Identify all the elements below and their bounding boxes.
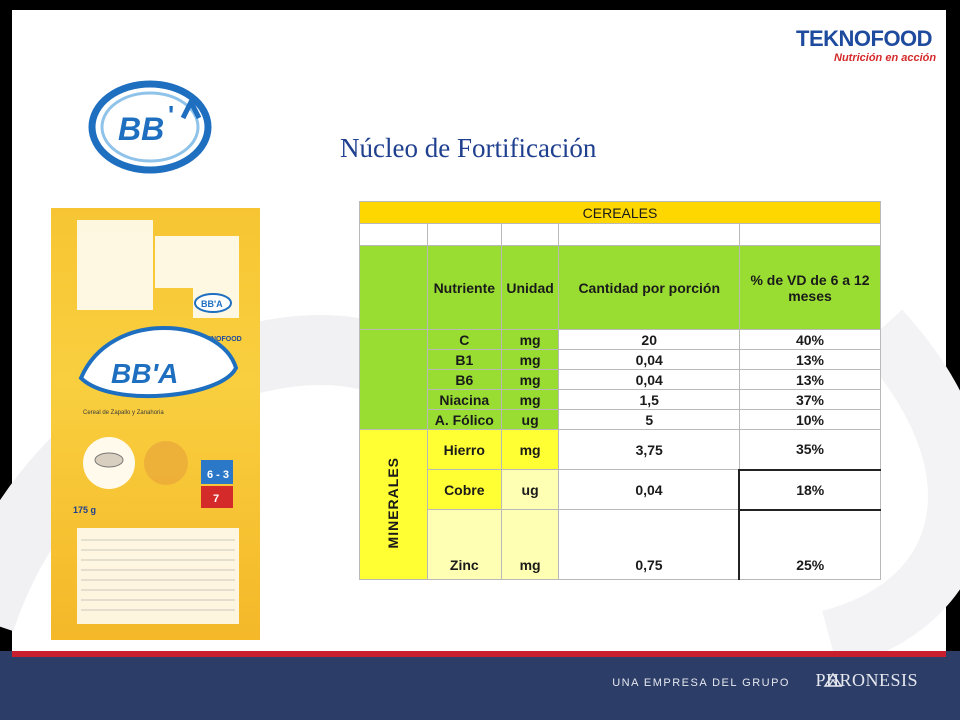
nutrient-unit: ug (500, 409, 560, 430)
nutrient-name: Cobre (426, 469, 502, 510)
table-section-title: CEREALES (359, 201, 881, 224)
teknofood-logo: TEKNOFOOD (796, 26, 933, 51)
nutrient-amount: 0,04 (558, 469, 740, 510)
nutrient-name: Zinc (426, 509, 502, 580)
nutrient-vd: 35% (738, 429, 882, 471)
fortification-table: CEREALES Nutriente Unidad Cantidad por p… (359, 201, 882, 580)
nutrient-unit: mg (500, 389, 560, 410)
nutrient-unit: mg (500, 509, 560, 580)
nutrient-amount: 20 (558, 329, 740, 350)
package-brand: BB'A (111, 358, 178, 389)
nutrient-vd: 10% (738, 409, 882, 430)
nutrient-vd: 40% (738, 329, 882, 350)
header-cantidad: Cantidad por porción (558, 245, 740, 330)
slide-title: Núcleo de Fortificación (340, 133, 597, 163)
nutrient-unit: mg (500, 349, 560, 370)
nutrient-name: C (426, 329, 502, 350)
nutrient-unit: mg (500, 429, 560, 470)
package-flavor: Cereal de Zapallo y Zanahoria (83, 410, 164, 416)
footer-group-text: UNA EMPRESA DEL GRUPO (612, 677, 790, 689)
nutrient-vd: 13% (738, 349, 882, 370)
nutrient-name: Hierro (426, 429, 502, 470)
nutrient-unit: ug (500, 469, 560, 510)
nutrient-amount: 1,5 (558, 389, 740, 410)
vitamins-group-cell (359, 329, 428, 430)
phronesis-logo: PHRONESIS (815, 670, 918, 690)
nutrient-amount: 3,75 (558, 429, 740, 470)
nutrient-amount: 5 (558, 409, 740, 430)
nutrient-vd: 18% (738, 469, 882, 511)
header-nutriente: Nutriente (426, 245, 502, 330)
phronesis-icon (823, 672, 843, 687)
nutrient-name: Niacina (426, 389, 502, 410)
nutrient-name: B6 (426, 369, 502, 390)
bba-brand-logo: BB ' (88, 80, 212, 174)
teknofood-tagline: Nutrición en acción (834, 52, 937, 64)
header-vd: % de VD de 6 a 12 meses (738, 245, 882, 330)
nutrient-amount: 0,04 (558, 349, 740, 370)
package-teknofood-logo: TEKNOFOOD (197, 336, 242, 343)
nutrient-unit: mg (500, 329, 560, 350)
nutrient-vd: 13% (738, 369, 882, 390)
product-package-image: BB'A TEKNOFOOD BB'A Cereal de Zapallo y … (51, 208, 260, 640)
nutrient-vd: 25% (738, 509, 882, 580)
nutrient-name: B1 (426, 349, 502, 370)
nutrient-amount: 0,04 (558, 369, 740, 390)
svg-text:BB: BB (118, 111, 164, 147)
footer-accent-line (12, 651, 946, 657)
svg-text:': ' (168, 100, 174, 130)
header-unidad: Unidad (500, 245, 560, 330)
nutrient-amount: 0,75 (558, 509, 740, 580)
header-blank (359, 245, 428, 330)
package-age: 6 - 3 (207, 469, 229, 481)
minerals-label: MINERALES (385, 457, 402, 549)
package-weight: 175 g (73, 505, 96, 515)
nutrient-unit: mg (500, 369, 560, 390)
package-portions: 7 (213, 493, 219, 505)
nutrient-vd: 37% (738, 389, 882, 410)
minerals-group-cell: MINERALES (359, 429, 428, 580)
nutrient-name: A. Fólico (426, 409, 502, 430)
package-small-brand: BB'A (201, 299, 223, 309)
frame-top (0, 0, 960, 10)
footer-bar (0, 651, 960, 720)
